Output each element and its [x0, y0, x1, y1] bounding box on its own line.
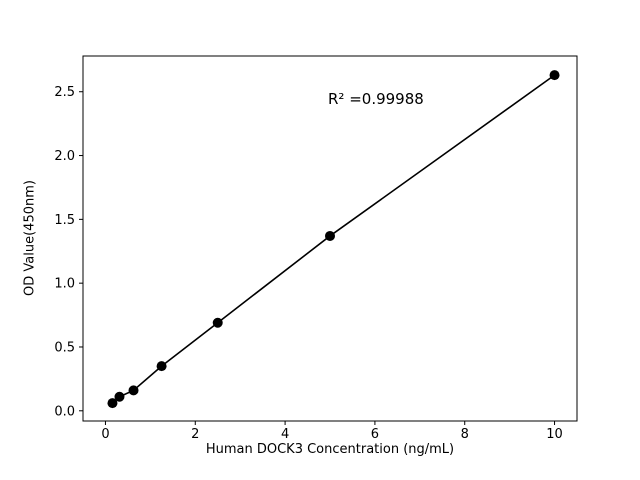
y-tick-label: 0.5	[54, 340, 75, 355]
plot-frame	[82, 55, 578, 422]
y-tick-label: 2.5	[54, 85, 75, 100]
y-tick-label: 1.5	[54, 213, 75, 228]
x-axis-label: Human DOCK3 Concentration (ng/mL)	[205, 442, 455, 457]
x-tick-label: 8	[461, 427, 469, 442]
y-tick-label: 1.0	[54, 277, 75, 292]
y-axis-label: OD Value(450nm)	[22, 180, 38, 296]
x-tick-label: 4	[281, 427, 289, 442]
data-point	[114, 391, 125, 402]
x-tick-label: 0	[101, 427, 109, 442]
data-point	[107, 398, 118, 409]
data-point	[549, 70, 560, 81]
y-tick-label: 0.0	[54, 404, 75, 419]
data-point	[325, 230, 335, 241]
data-point	[156, 361, 167, 372]
data-point	[128, 385, 139, 396]
x-tick-label: 2	[191, 427, 199, 442]
y-tick-label: 2.0	[54, 149, 75, 164]
data-point	[212, 317, 223, 328]
r-squared-annotation: R² =0.99988	[328, 90, 424, 108]
x-tick-label: 6	[371, 427, 379, 442]
x-tick-label: 10	[546, 427, 563, 442]
